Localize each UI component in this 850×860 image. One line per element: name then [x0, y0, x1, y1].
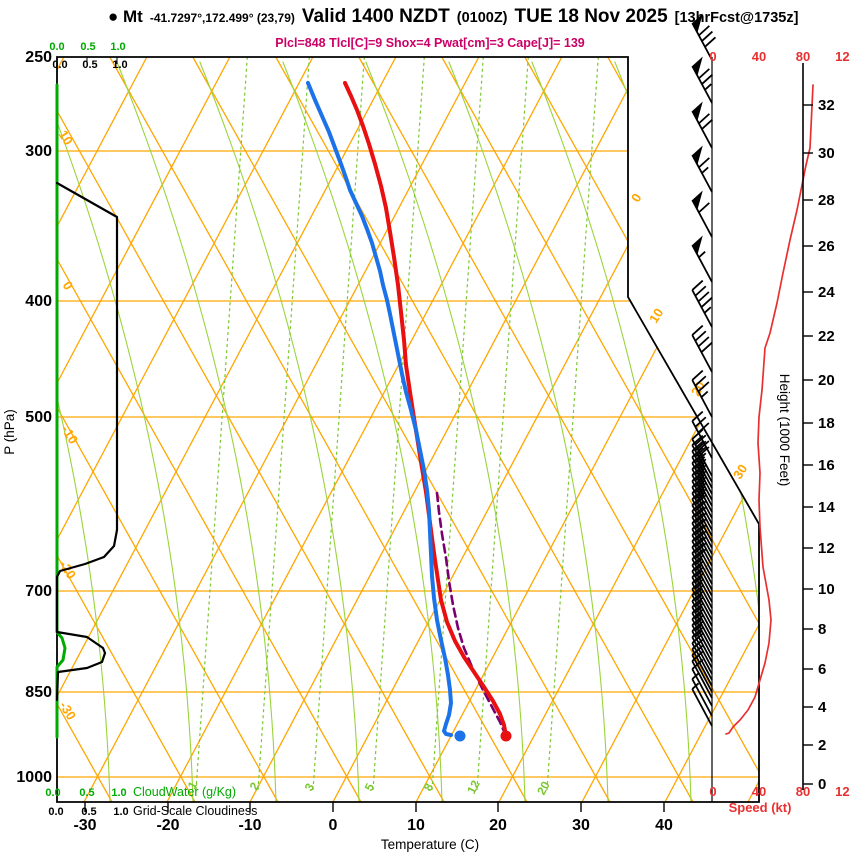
svg-text:120: 120 [835, 49, 850, 64]
svg-text:80: 80 [796, 49, 810, 64]
speed-profile [725, 84, 814, 735]
svg-text:850: 850 [25, 684, 52, 701]
svg-text:250: 250 [25, 49, 52, 66]
svg-text:30: 30 [572, 817, 590, 834]
svg-text:0.5: 0.5 [81, 806, 96, 818]
forecast-hour: [13hrFcst@1735z] [674, 10, 799, 26]
pressure-axis: 250 300 400 500 700 850 1000 P (hPa) [2, 49, 52, 786]
svg-text:10: 10 [407, 817, 425, 834]
svg-text:P (hPa): P (hPa) [2, 409, 17, 455]
svg-text:8: 8 [818, 621, 826, 638]
svg-text:-30: -30 [56, 699, 79, 723]
svg-text:40: 40 [752, 49, 766, 64]
valid-date: TUE 18 Nov 2025 [514, 6, 668, 27]
svg-text:18: 18 [818, 415, 835, 432]
svg-text:10: 10 [646, 306, 666, 326]
svg-text:22: 22 [818, 328, 835, 345]
moist-adiabats [57, 61, 759, 802]
svg-text:10: 10 [818, 581, 835, 598]
svg-text:12: 12 [818, 540, 835, 557]
svg-text:40: 40 [655, 817, 673, 834]
speed-axis-labels: 0040408080120120Speed (kt) [709, 49, 850, 815]
svg-text:1000: 1000 [16, 769, 52, 786]
svg-text:28: 28 [818, 192, 835, 209]
stability-indices: Plcl=848 Tlcl[C]=9 Shox=4 Pwat[cm]=3 Cap… [275, 36, 585, 50]
parcel-curve [435, 491, 508, 738]
svg-text:0.5: 0.5 [82, 59, 97, 71]
svg-text:0.0: 0.0 [52, 59, 67, 71]
svg-text:12: 12 [464, 778, 483, 797]
station-label: ● Mt [108, 7, 143, 26]
svg-text:1.0: 1.0 [112, 59, 127, 71]
chart-title: ● Mt -41.7297°,172.499° (23,79) Valid 14… [108, 6, 798, 28]
svg-text:700: 700 [25, 583, 52, 600]
svg-text:0: 0 [818, 776, 826, 793]
svg-text:26: 26 [818, 238, 835, 255]
temperature-axis: -30 -20 -10 0 10 20 30 40 Temperature (C) [73, 802, 673, 852]
svg-text:3: 3 [302, 781, 318, 794]
svg-text:-10: -10 [238, 817, 261, 834]
cloudwater-scale: 0.0 0.0 0.5 0.5 1.0 1.0 CloudWater (g/Kg) [45, 41, 236, 799]
svg-text:20: 20 [534, 779, 553, 798]
svg-text:4: 4 [818, 699, 827, 716]
svg-text:-20: -20 [156, 817, 179, 834]
svg-text:400: 400 [25, 293, 52, 310]
svg-text:-10: -10 [58, 423, 81, 447]
svg-text:2: 2 [247, 780, 263, 793]
svg-text:0: 0 [628, 191, 645, 205]
svg-text:24: 24 [818, 284, 835, 301]
svg-text:6: 6 [818, 661, 826, 678]
svg-text:20: 20 [818, 372, 835, 389]
svg-text:40: 40 [752, 784, 766, 799]
svg-text:0: 0 [329, 817, 338, 834]
svg-text:1.0: 1.0 [113, 806, 128, 818]
svg-text:Grid-Scale Cloudiness: Grid-Scale Cloudiness [133, 804, 257, 818]
svg-text:0.5: 0.5 [79, 787, 94, 799]
bullet-icon: ● [108, 7, 119, 26]
svg-text:20: 20 [489, 817, 507, 834]
svg-text:300: 300 [25, 143, 52, 160]
svg-text:30: 30 [730, 462, 750, 482]
svg-text:120: 120 [835, 784, 850, 799]
svg-text:1.0: 1.0 [111, 787, 126, 799]
svg-text:1.0: 1.0 [110, 41, 125, 53]
svg-text:5: 5 [362, 781, 378, 794]
cloudiness-profile [55, 181, 119, 702]
grid-lines [57, 57, 759, 802]
mixing-ratio-lines [195, 57, 599, 791]
plot-border [56, 56, 760, 803]
svg-text:Height (1000 Feet): Height (1000 Feet) [777, 374, 792, 487]
svg-text:8: 8 [421, 781, 437, 794]
svg-text:10: 10 [56, 128, 76, 148]
svg-text:32: 32 [818, 97, 835, 114]
svg-text:14: 14 [818, 499, 835, 516]
svg-text:80: 80 [796, 784, 810, 799]
svg-text:Speed (kt): Speed (kt) [729, 800, 792, 815]
svg-text:-30: -30 [73, 817, 96, 834]
wind-barbs [691, 13, 717, 802]
svg-text:2: 2 [818, 737, 826, 754]
svg-text:Temperature (C): Temperature (C) [381, 837, 479, 852]
svg-text:30: 30 [818, 145, 835, 162]
cloudiness-scale: 0.0 0.0 0.5 0.5 1.0 1.0 Grid-Scale Cloudiness [48, 57, 257, 818]
svg-text:0.0: 0.0 [49, 41, 64, 53]
valid-time: Valid 1400 NZDT [301, 6, 450, 27]
svg-text:0.5: 0.5 [80, 41, 95, 53]
dewpoint-curve [306, 81, 466, 742]
valid-time-utc: (0100Z) [456, 10, 508, 26]
svg-text:16: 16 [818, 457, 835, 474]
svg-text:500: 500 [25, 409, 52, 426]
station-coordinates: -41.7297°,172.499° (23,79) [149, 11, 295, 25]
svg-text:0: 0 [709, 49, 716, 64]
svg-text:CloudWater (g/Kg): CloudWater (g/Kg) [133, 785, 236, 799]
svg-text:0: 0 [60, 279, 77, 293]
svg-text:20: 20 [688, 379, 708, 399]
svg-text:0: 0 [709, 784, 716, 799]
svg-text:0.0: 0.0 [48, 806, 63, 818]
svg-text:0.0: 0.0 [45, 787, 60, 799]
